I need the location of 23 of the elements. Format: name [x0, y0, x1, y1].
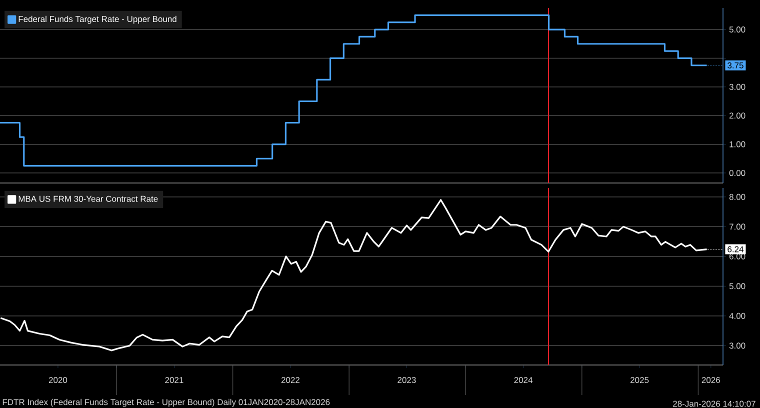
text: FDTR Index (Federal Funds Target Rate - Upper Bound) Daily 01JAN2020-28JAN2026 [2, 398, 330, 407]
annotation: 6.24 [728, 246, 744, 252]
x-tick-label: 2021 [165, 377, 184, 384]
x-tick-label: 2023 [398, 377, 416, 384]
legend-label: MBA US FRM 30-Year Contract Rate [18, 196, 158, 202]
x-tick-label: 2024 [514, 377, 533, 384]
y-tick-label: 4.00 [729, 312, 746, 319]
x-tick-label: 2020 [48, 377, 68, 384]
y-tick-label: 8.00 [729, 194, 746, 200]
legend-label: Federal Funds Target Rate - Upper Bound [18, 16, 176, 24]
x-tick-label: 2022 [281, 377, 300, 384]
y-tick-label: 3.00 [729, 342, 746, 349]
y-tick-label: 3.00 [729, 84, 746, 90]
text: 28-Jan-2026 14:10:07 [673, 400, 756, 407]
y-tick-label: 1.00 [730, 141, 746, 148]
y-tick-label: 0.00 [729, 170, 746, 176]
x-tick-label: 2025 [630, 377, 649, 384]
annotation: 3.75 [728, 62, 744, 68]
x-tick-label: 2026 [702, 377, 720, 384]
y-tick-label: 7.00 [729, 224, 746, 230]
y-tick-label: 2.00 [729, 112, 746, 119]
y-tick-label: 5.00 [729, 26, 746, 33]
y-tick-label: 5.00 [729, 283, 746, 290]
